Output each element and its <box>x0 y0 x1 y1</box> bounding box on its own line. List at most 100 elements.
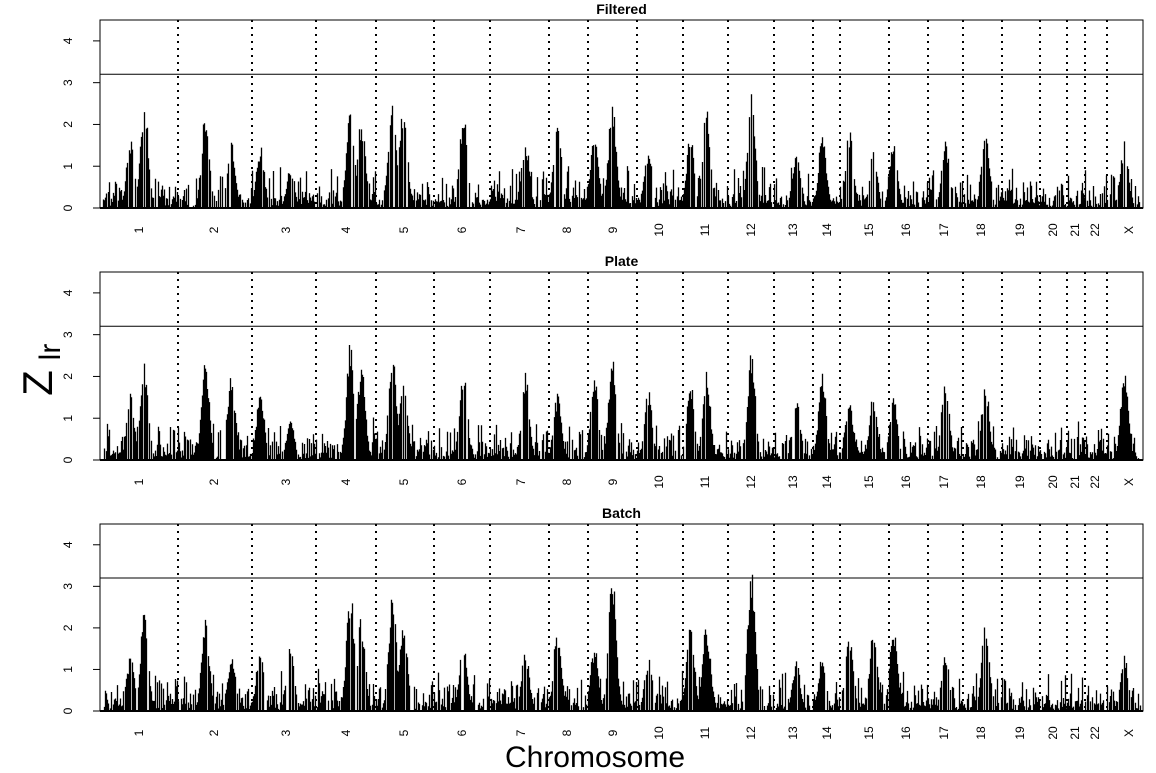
x-tick-label: 18 <box>974 475 988 489</box>
x-tick-label: 18 <box>974 726 988 740</box>
signal-profile <box>102 94 1141 208</box>
x-tick-label: 20 <box>1046 223 1060 237</box>
x-tick-label: X <box>1122 226 1136 234</box>
x-tick-label: 17 <box>937 223 951 237</box>
x-tick-label: 7 <box>514 226 528 233</box>
y-axis-label-main: Z <box>14 370 61 396</box>
x-tick-label: 10 <box>652 475 666 489</box>
x-tick-label: 15 <box>862 475 876 489</box>
y-tick-label: 3 <box>61 79 75 86</box>
x-tick-label: 15 <box>862 223 876 237</box>
x-tick-label: 22 <box>1088 726 1102 740</box>
x-tick-label: 19 <box>1013 223 1027 237</box>
x-tick-label: 21 <box>1068 475 1082 489</box>
x-tick-label: 19 <box>1013 475 1027 489</box>
y-tick-label: 2 <box>61 624 75 631</box>
x-tick-label: 5 <box>397 729 411 736</box>
x-tick-label: 3 <box>279 478 293 485</box>
x-tick-label: 16 <box>899 726 913 740</box>
x-tick-label: 3 <box>279 226 293 233</box>
x-tick-label: 4 <box>339 226 353 233</box>
x-tick-label: 11 <box>698 223 712 236</box>
signal-profile <box>103 574 1142 711</box>
y-tick-label: 2 <box>61 121 75 128</box>
x-tick-label: 6 <box>455 478 469 485</box>
x-tick-label: 7 <box>514 478 528 485</box>
x-tick-label: 8 <box>560 478 574 485</box>
x-tick-label: 11 <box>698 475 712 488</box>
x-tick-label: 22 <box>1088 223 1102 237</box>
x-tick-label: 12 <box>744 475 758 489</box>
x-tick-label: 20 <box>1046 475 1060 489</box>
x-tick-label: 15 <box>862 726 876 740</box>
x-tick-label: 14 <box>820 475 834 489</box>
y-tick-label: 0 <box>61 456 75 463</box>
x-tick-label: 13 <box>786 223 800 237</box>
x-tick-label: 2 <box>207 478 221 485</box>
x-tick-label: X <box>1122 478 1136 486</box>
x-tick-label: 8 <box>560 729 574 736</box>
panel-title: Filtered <box>596 1 647 17</box>
x-tick-label: 9 <box>606 226 620 233</box>
x-tick-label: 21 <box>1068 726 1082 740</box>
y-tick-label: 4 <box>61 289 75 296</box>
panel-title: Plate <box>605 253 639 269</box>
x-tick-label: 13 <box>786 475 800 489</box>
panel-title: Batch <box>602 505 641 521</box>
y-axis-label-sub: lr <box>34 344 67 361</box>
x-tick-label: 9 <box>606 478 620 485</box>
x-tick-label: 22 <box>1088 475 1102 489</box>
y-axis-label: Z lr <box>14 344 67 396</box>
x-tick-label: 8 <box>560 226 574 233</box>
x-tick-label: 6 <box>455 729 469 736</box>
y-tick-label: 4 <box>61 37 75 44</box>
x-tick-label: X <box>1122 729 1136 737</box>
signal-bars <box>103 574 1142 711</box>
x-tick-label: 1 <box>132 226 146 233</box>
x-tick-label: 13 <box>786 726 800 740</box>
x-tick-label: 14 <box>820 726 834 740</box>
y-tick-label: 1 <box>61 163 75 170</box>
x-tick-label: 10 <box>652 726 666 740</box>
x-tick-label: 1 <box>132 729 146 736</box>
x-tick-label: 3 <box>279 729 293 736</box>
x-tick-label: 7 <box>514 729 528 736</box>
y-tick-label: 1 <box>61 415 75 422</box>
x-tick-label: 10 <box>652 223 666 237</box>
x-tick-label: 2 <box>207 729 221 736</box>
x-tick-label: 4 <box>339 729 353 736</box>
y-tick-label: 1 <box>61 666 75 673</box>
x-tick-label: 5 <box>397 226 411 233</box>
y-tick-label: 2 <box>61 373 75 380</box>
x-tick-label: 5 <box>397 478 411 485</box>
x-tick-label: 12 <box>744 726 758 740</box>
x-tick-label: 21 <box>1068 223 1082 237</box>
signal-profile <box>103 345 1140 460</box>
x-tick-label: 14 <box>820 223 834 237</box>
y-tick-label: 0 <box>61 707 75 714</box>
x-tick-label: 16 <box>899 475 913 489</box>
x-tick-label: 2 <box>207 226 221 233</box>
x-tick-label: 17 <box>937 726 951 740</box>
y-tick-label: 4 <box>61 541 75 548</box>
x-tick-label: 11 <box>698 726 712 739</box>
x-tick-label: 18 <box>974 223 988 237</box>
x-tick-label: 19 <box>1013 726 1027 740</box>
y-tick-label: 3 <box>61 331 75 338</box>
y-tick-label: 0 <box>61 204 75 211</box>
x-tick-label: 17 <box>937 475 951 489</box>
x-axis-label: Chromosome <box>505 741 685 773</box>
x-tick-label: 9 <box>606 729 620 736</box>
x-tick-label: 6 <box>455 226 469 233</box>
signal-bars <box>102 94 1141 208</box>
x-tick-label: 16 <box>899 223 913 237</box>
x-tick-label: 1 <box>132 478 146 485</box>
x-tick-label: 4 <box>339 478 353 485</box>
signal-bars <box>103 345 1140 460</box>
x-tick-label: 12 <box>744 223 758 237</box>
